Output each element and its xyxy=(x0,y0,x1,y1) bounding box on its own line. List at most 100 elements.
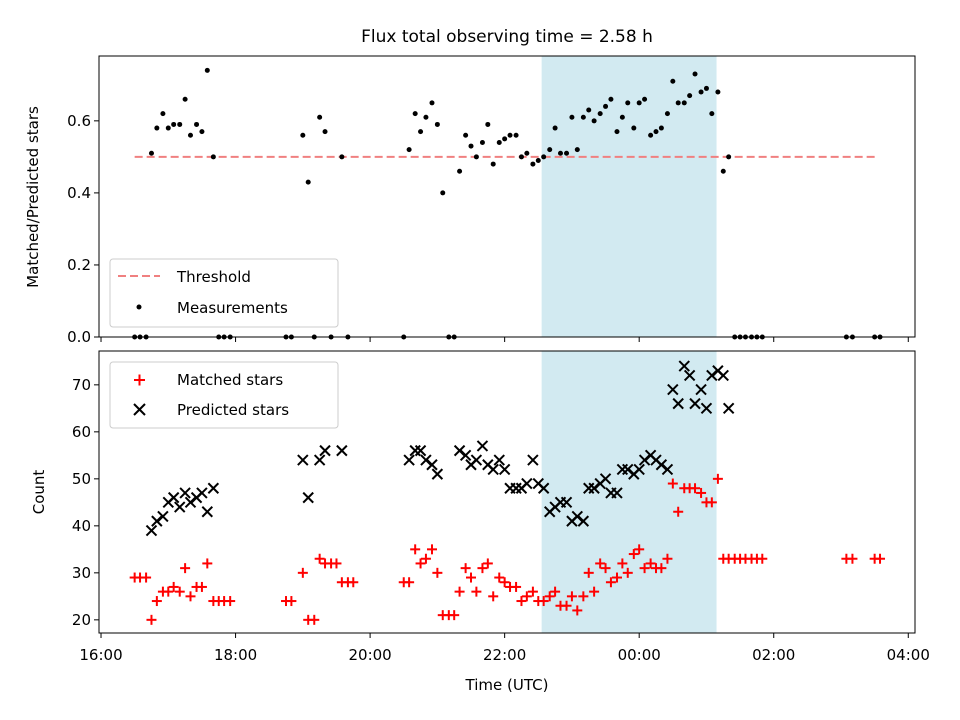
measurement-point xyxy=(681,100,687,106)
matched-star-point xyxy=(645,558,656,569)
measurement-point xyxy=(457,168,463,174)
matched-star-point xyxy=(583,567,594,578)
measurement-point xyxy=(524,150,530,156)
matched-star-point xyxy=(611,572,622,583)
matched-star-point xyxy=(331,558,342,569)
predicted-star-point xyxy=(426,459,438,471)
matched-star-point xyxy=(141,572,152,583)
measurements-legend-label: Measurements xyxy=(177,299,288,317)
matched-star-point xyxy=(163,586,174,597)
matched-star-point xyxy=(673,506,684,517)
matched-star-point xyxy=(600,563,611,574)
measurement-point xyxy=(687,93,693,99)
measurement-point xyxy=(412,111,418,117)
measurement-point xyxy=(434,121,440,127)
matched-star-point xyxy=(706,497,717,508)
top-ytick-label: 0.2 xyxy=(67,256,91,274)
measurement-point xyxy=(715,89,721,95)
matched-star-point xyxy=(314,553,325,564)
bottom-observing-window xyxy=(541,351,717,633)
measurement-point xyxy=(574,147,580,153)
measurement-point xyxy=(440,190,446,196)
matched-star-point xyxy=(511,581,522,592)
predicted-star-point xyxy=(577,515,590,527)
measurement-point xyxy=(580,114,586,120)
predicted-star-point xyxy=(336,444,348,457)
measurement-point xyxy=(187,132,193,138)
top-ytick-label: 0.4 xyxy=(67,184,91,202)
predicted-star-point xyxy=(717,369,729,382)
matched-star-point xyxy=(482,558,493,569)
measurement-point xyxy=(496,139,502,145)
measurement-point xyxy=(670,78,676,84)
matched-star-point xyxy=(146,614,157,625)
measurement-point xyxy=(406,147,412,153)
measurement-point xyxy=(507,132,513,138)
matched-star-point xyxy=(527,586,538,597)
matched-star-point xyxy=(639,563,650,574)
matched-star-point xyxy=(847,553,858,564)
bottom-ytick-label: 30 xyxy=(72,564,91,582)
matched-star-point xyxy=(499,577,510,588)
measurement-point xyxy=(199,129,205,135)
measurement-point xyxy=(703,85,709,91)
bottom-panel: 20 30 40 50 60 70 16:00 18:00 20:00 22:00 00:00 02… xyxy=(30,350,930,694)
xtick-label: 18:00 xyxy=(214,646,257,664)
top-ytick-label: 0.6 xyxy=(67,112,91,130)
measurement-point xyxy=(305,179,311,185)
predicted-legend-swatch xyxy=(133,403,146,416)
top-ytick-label: 0.0 xyxy=(67,328,91,346)
measurement-point xyxy=(692,71,698,77)
predicted-star-point xyxy=(521,477,533,490)
measurement-point xyxy=(317,114,323,120)
measurement-point xyxy=(547,147,553,153)
predicted-star-point xyxy=(661,463,674,476)
predicted-star-point xyxy=(207,482,220,494)
measurement-point xyxy=(300,132,306,138)
measurement-point xyxy=(619,114,625,120)
matched-star-point xyxy=(690,483,701,494)
matched-star-point xyxy=(538,596,549,607)
measurement-point xyxy=(726,154,732,160)
measurement-point xyxy=(535,157,541,163)
matched-star-point xyxy=(454,586,465,597)
measurement-point xyxy=(154,125,160,131)
predicted-star-point xyxy=(683,369,696,382)
measurement-point xyxy=(429,100,435,106)
matched-star-point xyxy=(460,563,471,574)
predicted-star-point xyxy=(537,482,550,494)
matched-star-point xyxy=(466,572,477,583)
matched-star-point xyxy=(174,586,185,597)
measurement-point xyxy=(165,125,171,131)
predicted-star-point xyxy=(302,491,314,504)
matched-star-point xyxy=(617,558,628,569)
matched-star-point xyxy=(656,563,667,574)
measurement-point xyxy=(518,154,524,160)
top-ylabel: Matched/Predicted stars xyxy=(24,106,42,288)
predicted-legend-label: Predicted stars xyxy=(177,401,289,419)
measurement-point xyxy=(564,150,570,156)
matched-star-point xyxy=(426,544,437,555)
matched-star-point xyxy=(589,586,600,597)
measurement-point xyxy=(642,96,648,102)
measurement-point xyxy=(675,100,681,106)
predicted-star-point xyxy=(695,383,707,396)
measurement-point xyxy=(653,129,659,135)
matched-star-point xyxy=(449,610,460,621)
matched-star-point xyxy=(477,563,488,574)
matched-star-point xyxy=(634,544,645,555)
predicted-star-point xyxy=(174,501,186,513)
measurement-point xyxy=(698,89,704,95)
matched-star-point xyxy=(757,553,768,564)
measurement-point xyxy=(171,121,177,127)
matched-star-point xyxy=(544,591,555,602)
x-axis-label: Time (UTC) xyxy=(465,676,549,694)
matched-star-point xyxy=(488,591,499,602)
top-panel: 0.0 0.2 0.4 0.6 Matched/Predicted stars Thr… xyxy=(24,55,916,346)
matched-star-point xyxy=(432,567,443,578)
measurement-point xyxy=(603,103,609,109)
measurement-point xyxy=(614,129,620,135)
xtick-label: 16:00 xyxy=(79,646,122,664)
